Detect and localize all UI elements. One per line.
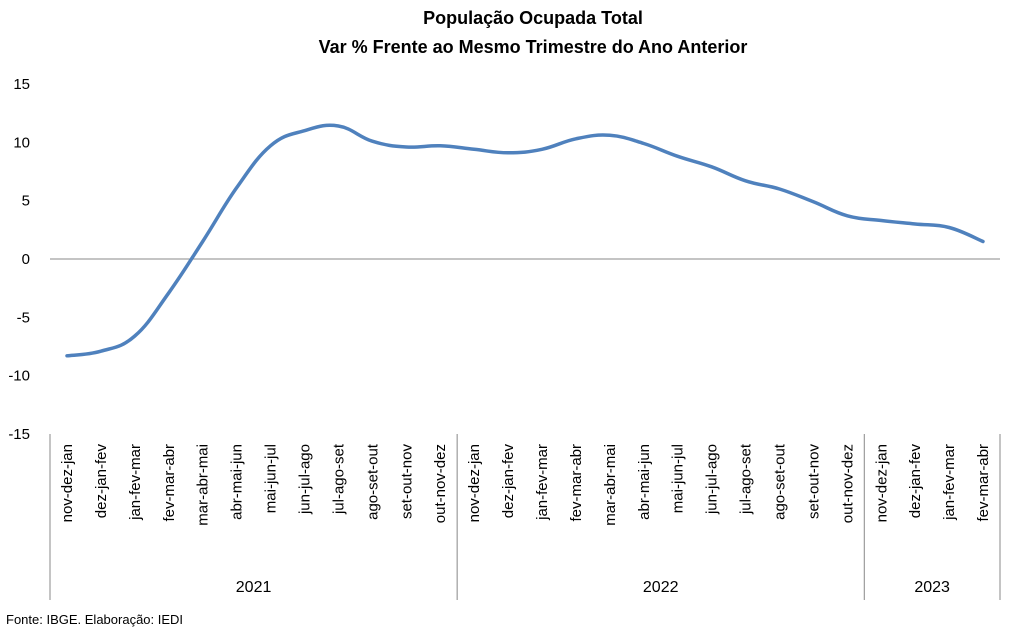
x-tick-label: jan-fev-mar — [941, 444, 958, 521]
y-tick-label: -5 — [17, 309, 30, 326]
x-tick-label: dez-jan-fev — [500, 444, 517, 519]
plot-area — [50, 123, 1000, 358]
x-tick-label: mai-jun-jul — [670, 444, 687, 513]
x-tick-label: ago-set-out — [364, 443, 381, 520]
x-tick-label: ago-set-out — [771, 443, 788, 520]
x-axis: nov-dez-jan dez-jan-fev jan-fev-mar fev-mar… — [49, 434, 1001, 600]
x-tick-label: jul-ago-set — [738, 443, 755, 515]
year-label: 2023 — [914, 579, 950, 596]
x-tick-label: out-nov-dez — [432, 444, 449, 523]
x-tick-label: mar-abr-mai — [602, 444, 619, 526]
y-tick-label: 15 — [13, 76, 30, 93]
year-label: 2021 — [236, 579, 272, 596]
x-tick-label: jun-jul-ago — [296, 444, 313, 515]
chart-title: População Ocupada Total — [423, 8, 643, 28]
x-tick-label: nov-dez-jan — [59, 444, 76, 522]
year-label: 2022 — [643, 579, 679, 596]
y-tick-label: -15 — [8, 426, 30, 443]
x-tick-label: jun-jul-ago — [704, 444, 721, 515]
x-tick-label: abr-mai-jun — [636, 444, 653, 520]
series-line — [65, 123, 985, 358]
x-tick-label: mai-jun-jul — [263, 444, 280, 513]
x-tick-label: jan-fev-mar — [534, 444, 551, 521]
chart-subtitle: Var % Frente ao Mesmo Trimestre do Ano A… — [319, 37, 748, 57]
x-tick-label: nov-dez-jan — [873, 444, 890, 522]
x-tick-label: abr-mai-jun — [229, 444, 246, 520]
source-note: Fonte: IBGE. Elaboração: IEDI — [6, 612, 183, 627]
x-tick-label: nov-dez-jan — [466, 444, 483, 522]
x-tick-label: out-nov-dez — [839, 444, 856, 523]
y-tick-label: 5 — [22, 193, 30, 210]
x-tick-label: set-out-nov — [398, 444, 415, 520]
y-axis: 15 10 5 0 -5 -10 -15 — [8, 76, 30, 443]
x-tick-label: jan-fev-mar — [127, 444, 144, 521]
x-tick-label: fev-mar-abr — [568, 444, 585, 522]
y-tick-label: -10 — [8, 368, 30, 385]
x-tick-label: set-out-nov — [805, 444, 822, 520]
x-tick-label: dez-jan-fev — [93, 444, 110, 519]
x-tick-label: jul-ago-set — [330, 443, 347, 515]
x-tick-label: fev-mar-abr — [161, 444, 178, 522]
x-tick-label: mar-abr-mai — [195, 444, 212, 526]
y-tick-label: 0 — [22, 251, 30, 268]
x-tick-label: fev-mar-abr — [975, 444, 992, 522]
x-tick-label: dez-jan-fev — [907, 444, 924, 519]
y-tick-label: 10 — [13, 134, 30, 151]
